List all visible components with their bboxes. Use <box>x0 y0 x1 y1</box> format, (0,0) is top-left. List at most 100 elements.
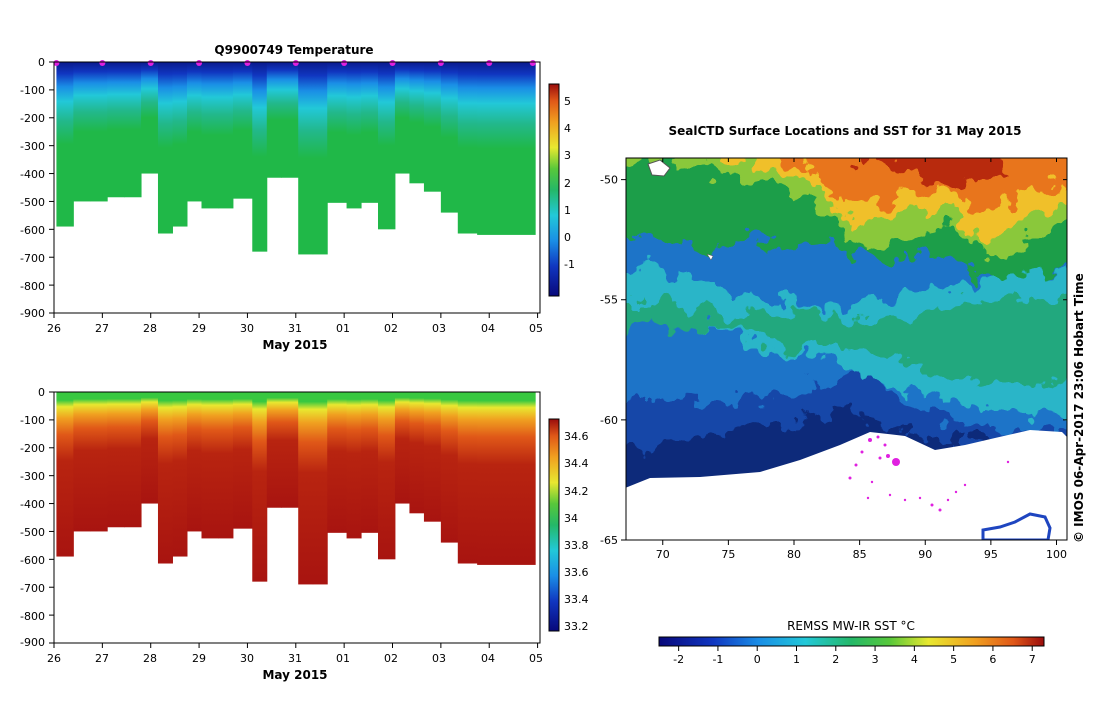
sst-colorbar-tick-label: 7 <box>1029 653 1036 666</box>
seal-location-marker <box>1006 460 1010 464</box>
sst-map-title: SealCTD Surface Locations and SST for 31… <box>668 124 1021 138</box>
sst-map-y-tick-label: -60 <box>600 414 618 427</box>
salinity-profile-column <box>141 392 159 504</box>
salinity-profile-column <box>107 392 125 528</box>
salinity-colorbar-tick-label: 33.2 <box>564 620 589 633</box>
seal-location-marker <box>888 493 892 497</box>
sst-colorbar-tick-label: 5 <box>950 653 957 666</box>
temperature-profile-column <box>477 62 536 235</box>
salinity-profile-column <box>172 392 188 557</box>
coastline-antarctica <box>981 512 1052 540</box>
seal-location-marker <box>963 483 967 487</box>
temperature-x-tick-label: 02 <box>384 322 398 335</box>
salinity-colorbar: 34.6 34.4 34.2 34 33.8 33.6 33.4 33.2 <box>548 418 589 633</box>
temperature-y-tick-label: 0 <box>38 56 45 69</box>
salinity-y-tick-label: -600 <box>20 554 45 567</box>
temperature-profile-column <box>457 62 478 234</box>
salinity-profile-column <box>56 392 74 557</box>
salinity-x-tick-label: 29 <box>192 652 206 665</box>
salinity-x-axis-label: May 2015 <box>262 668 327 682</box>
temperature-profile-column <box>186 62 202 202</box>
temperature-colorbar-tick-label: 5 <box>564 95 571 108</box>
salinity-plot-frame <box>53 391 541 644</box>
salinity-y-tick-label: -300 <box>20 470 45 483</box>
surface-marker <box>486 60 493 66</box>
seal-location-marker <box>878 456 882 460</box>
seal-location-marker <box>954 490 958 494</box>
salinity-profile-column <box>440 392 459 543</box>
sst-map-y-ticks <box>621 179 1067 541</box>
seal-location-marker <box>892 458 900 466</box>
salinity-x-tick-label: 31 <box>288 652 302 665</box>
salinity-x-tick-label: 02 <box>384 652 398 665</box>
salinity-profile-column <box>346 392 362 539</box>
temperature-profiles <box>49 61 539 318</box>
temperature-profile-column <box>327 62 348 203</box>
salinity-y-tick-label: -200 <box>20 442 45 455</box>
sst-map-area <box>626 158 1067 540</box>
temperature-profile-column <box>157 62 173 234</box>
sst-map-frame <box>625 157 1068 541</box>
sst-colorbar-tick-label: 4 <box>911 653 918 666</box>
salinity-y-axis: 0 -100 -200 -300 -400 -500 -600 -700 -80… <box>20 386 45 649</box>
salinity-profile-column <box>457 392 478 564</box>
temperature-profile-column <box>107 62 125 198</box>
salinity-x-tick-label: 04 <box>481 652 495 665</box>
seal-location-marker <box>918 496 922 500</box>
seal-surface-locations <box>848 435 1010 512</box>
temperature-y-tick-label: -100 <box>20 84 45 97</box>
salinity-x-tick-label: 27 <box>95 652 109 665</box>
salinity-profile-column <box>252 392 268 582</box>
temperature-x-axis-label: May 2015 <box>262 338 327 352</box>
kerguelen-island <box>647 159 671 177</box>
temperature-x-tick-label: 26 <box>47 322 61 335</box>
temperature-profile-column <box>252 62 268 252</box>
seal-location-marker <box>848 476 852 480</box>
temperature-profile-column <box>361 62 379 203</box>
sst-colorbar-gradient <box>658 636 1045 647</box>
temperature-x-tick-label: 28 <box>143 322 157 335</box>
temperature-profile-column <box>172 62 188 227</box>
salinity-profile-column <box>232 392 253 529</box>
sst-map-y-tick-label: -65 <box>600 534 618 547</box>
temperature-x-tick-label: 27 <box>95 322 109 335</box>
salinity-colorbar-tick-label: 34.6 <box>564 430 589 443</box>
salinity-x-tick-label: 30 <box>240 652 254 665</box>
sst-map-y-tick-label: -50 <box>600 174 618 187</box>
salinity-y-tick-label: -800 <box>20 610 45 623</box>
seal-location-marker <box>854 463 858 467</box>
salinity-y-tick-label: -100 <box>20 414 45 427</box>
salinity-y-tick-label: -400 <box>20 498 45 511</box>
sst-colorbar-label: REMSS MW-IR SST °C <box>787 619 915 633</box>
seal-location-marker <box>903 498 907 502</box>
salinity-chart: 0 -100 -200 -300 -400 -500 -600 -700 -80… <box>20 386 588 682</box>
salinity-colorbar-tick-label: 33.6 <box>564 566 589 579</box>
salinity-colorbar-tick-label: 33.4 <box>564 593 589 606</box>
temperature-y-tick-label: -900 <box>20 307 45 320</box>
sst-band-2c <box>626 297 1067 385</box>
credit-text: © IMOS 06-Apr-2017 23:06 Hobart Time <box>1072 273 1086 543</box>
temperature-profile-column <box>440 62 459 213</box>
salinity-profile-column <box>312 392 328 585</box>
temperature-colorbar: 5 4 3 2 1 0 -1 <box>548 83 575 297</box>
salinity-y-tick-label: -700 <box>20 582 45 595</box>
seal-location-marker <box>930 503 934 507</box>
temperature-y-tick-label: -700 <box>20 252 45 265</box>
salinity-y-tick-label: 0 <box>38 386 45 399</box>
temperature-x-tick-label: 03 <box>432 322 446 335</box>
salinity-profile-column <box>394 392 410 504</box>
salinity-colorbar-gradient <box>548 418 560 632</box>
sst-colorbar-tick-label: 1 <box>793 653 800 666</box>
surface-marker <box>292 60 299 66</box>
temperature-y-tick-label: -400 <box>20 168 45 181</box>
temperature-profile-column <box>56 62 74 227</box>
salinity-colorbar-tick-label: 34 <box>564 512 578 525</box>
salinity-profile-column <box>90 392 108 532</box>
sst-colorbar-tick-label: 6 <box>989 653 996 666</box>
seal-location-marker <box>946 498 950 502</box>
seal-location-marker <box>883 443 887 447</box>
salinity-x-tick-label: 03 <box>432 652 446 665</box>
salinity-profile-column <box>186 392 202 532</box>
